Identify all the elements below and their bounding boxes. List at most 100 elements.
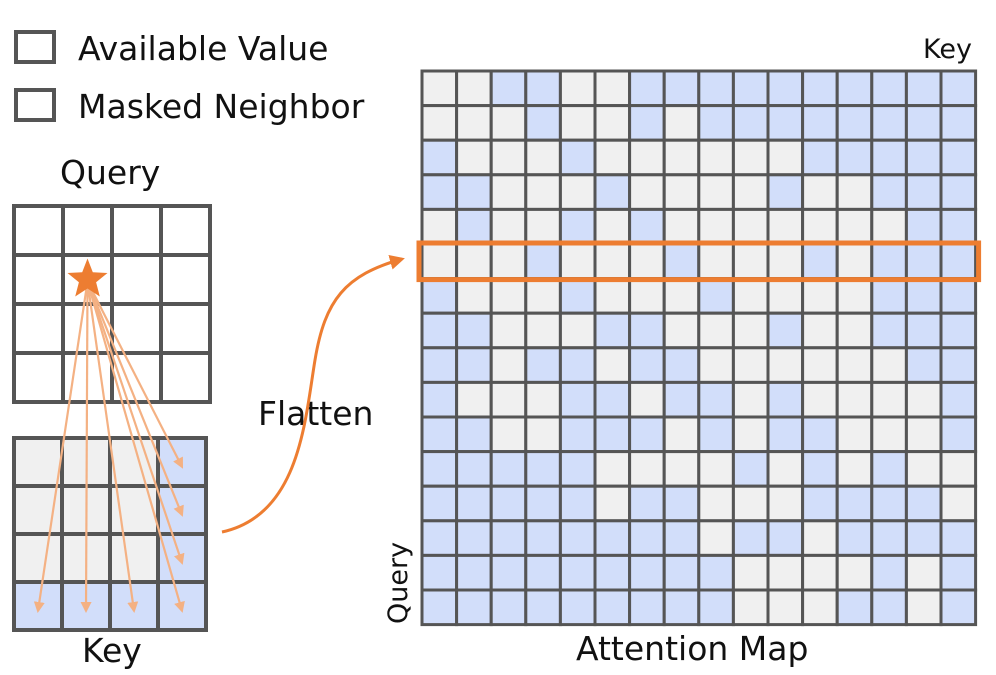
attention-cell-masked — [628, 380, 666, 419]
attention-cell-available — [628, 69, 666, 108]
key-cell-available — [156, 580, 208, 632]
attention-cell-available — [870, 311, 908, 350]
attention-cell-masked — [697, 484, 735, 523]
attention-cell-masked — [835, 346, 874, 384]
attention-cell-available — [489, 69, 528, 108]
attention-cell-available — [697, 104, 735, 142]
attention-cell-available — [524, 519, 562, 557]
attention-cell-masked — [870, 207, 908, 246]
attention-cell-available — [697, 277, 735, 315]
attention-cell-available — [766, 69, 805, 108]
attention-cell-masked — [524, 277, 562, 315]
attention-cell-masked — [593, 450, 632, 488]
attention-cell-masked — [593, 69, 632, 108]
attention-cell-masked — [628, 277, 666, 315]
attention-cell-masked — [455, 380, 493, 419]
attention-cell-masked — [870, 415, 908, 454]
attention-cell-available — [904, 69, 943, 108]
attention-cell-masked — [593, 207, 632, 246]
attention-cell-available — [628, 415, 666, 454]
attention-cell-available — [593, 553, 632, 592]
attention-cell-available — [455, 173, 493, 211]
attention-cell-masked — [420, 69, 459, 108]
attention-cell-available — [870, 450, 908, 488]
attention-cell-available — [801, 138, 839, 177]
attention-cell-available — [558, 207, 597, 246]
attention-cell-available — [558, 519, 597, 557]
attention-cell-masked — [731, 553, 770, 592]
attention-cell-available — [524, 346, 562, 384]
legend-masked-label: Masked Neighbor — [78, 87, 365, 126]
attention-cell-masked — [489, 104, 528, 142]
attention-cell-available — [558, 553, 597, 592]
attention-cell-available — [593, 588, 632, 627]
attention-cell-masked — [662, 415, 701, 454]
attention-cell-masked — [662, 311, 701, 350]
attention-cell-available — [697, 553, 735, 592]
attention-cell-available — [662, 553, 701, 592]
attention-cell-masked — [524, 207, 562, 246]
attention-cell-available — [593, 311, 632, 350]
attention-cell-masked — [766, 138, 805, 177]
attention-cell-masked — [628, 242, 666, 281]
attention-cell-available — [766, 311, 805, 350]
attention-cell-masked — [524, 138, 562, 177]
attention-cell-available — [939, 519, 978, 557]
attention-cell-masked — [870, 380, 908, 419]
legend-available-swatch — [14, 30, 56, 64]
attention-cell-masked — [870, 346, 908, 384]
attention-cell-masked — [835, 311, 874, 350]
attention-cell-available — [593, 519, 632, 557]
attention-cell-masked — [939, 450, 978, 488]
attention-cell-available — [420, 173, 459, 211]
attention-cell-available — [939, 311, 978, 350]
attention-cell-available — [870, 519, 908, 557]
star-layer — [67, 258, 108, 297]
attention-cell-masked — [593, 138, 632, 177]
attention-cell-masked — [420, 242, 459, 281]
attention-cell-masked — [455, 69, 493, 108]
attention-cell-available — [628, 207, 666, 246]
attention-cell-masked — [801, 207, 839, 246]
query-cell — [12, 204, 65, 257]
attention-cell-available — [835, 588, 874, 627]
attention-cell-available — [870, 69, 908, 108]
attention-arrow — [86, 281, 183, 469]
attention-cell-available — [420, 346, 459, 384]
attention-cell-masked — [801, 553, 839, 592]
attention-cell-masked — [835, 553, 874, 592]
attention-cell-available — [593, 173, 632, 211]
attention-cell-masked — [835, 380, 874, 419]
attention-cell-available — [628, 553, 666, 592]
attention-cell-available — [870, 138, 908, 177]
query-cell — [12, 351, 65, 404]
attention-cell-available — [904, 138, 943, 177]
attention-cell-available — [524, 450, 562, 488]
attention-cell-masked — [697, 346, 735, 384]
legend-masked-swatch — [14, 88, 56, 122]
attention-cell-available — [835, 484, 874, 523]
attention-cell-masked — [697, 207, 735, 246]
attention-cell-available — [489, 450, 528, 488]
attention-cell-masked — [731, 207, 770, 246]
attention-cell-masked — [904, 588, 943, 627]
attention-cell-available — [939, 588, 978, 627]
key-grid-title: Key — [82, 631, 142, 670]
key-cell-masked — [108, 532, 160, 584]
attention-arrow — [86, 281, 185, 565]
attention-cell-available — [766, 415, 805, 454]
attention-cell-available — [939, 69, 978, 108]
attention-cell-available — [731, 450, 770, 488]
attention-cell-available — [939, 415, 978, 454]
attention-cell-available — [801, 484, 839, 523]
attention-cell-masked — [697, 519, 735, 557]
attention-cell-available — [904, 104, 943, 142]
attention-cell-masked — [766, 588, 805, 627]
attention-cell-available — [766, 519, 805, 557]
attention-cell-available — [766, 380, 805, 419]
attention-cell-masked — [455, 138, 493, 177]
attention-cell-available — [904, 346, 943, 384]
attention-cell-available — [420, 311, 459, 350]
attention-cell-available — [662, 519, 701, 557]
